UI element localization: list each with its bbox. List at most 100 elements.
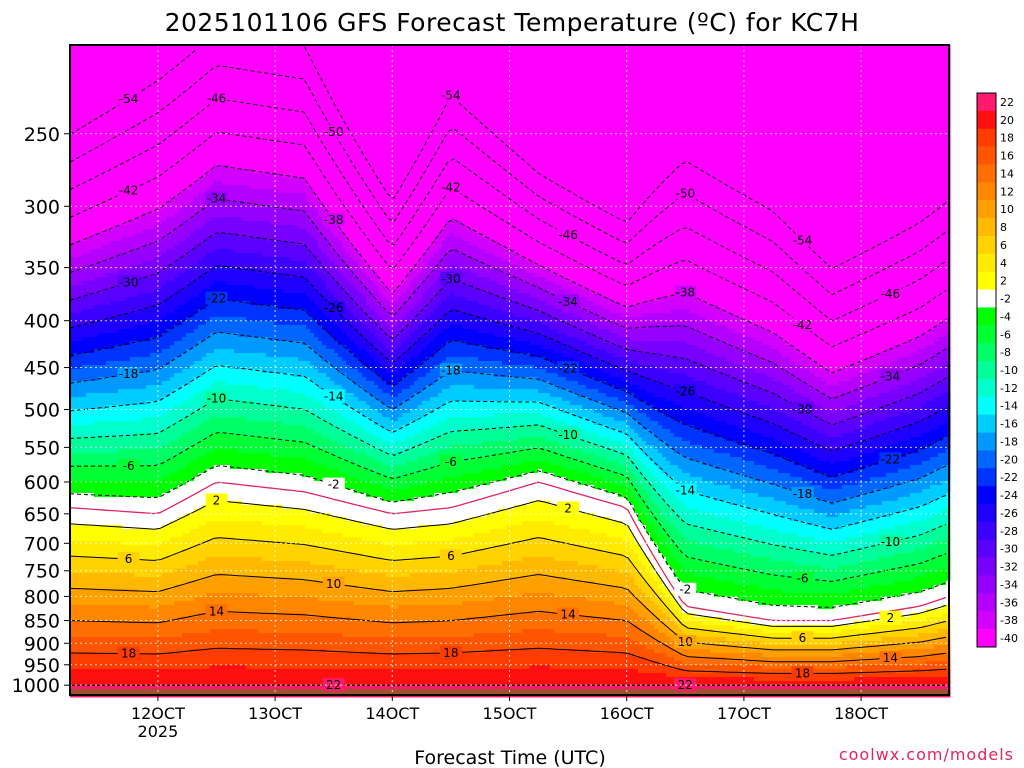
heatmap-cell bbox=[86, 337, 91, 342]
heatmap-cell bbox=[78, 537, 83, 542]
heatmap-cell bbox=[122, 297, 127, 302]
heatmap-cell bbox=[190, 321, 195, 326]
heatmap-cell bbox=[170, 221, 175, 226]
heatmap-cell bbox=[174, 441, 179, 446]
heatmap-cell bbox=[134, 609, 139, 614]
heatmap-cell bbox=[122, 637, 127, 642]
heatmap-cell bbox=[186, 97, 191, 102]
heatmap-cell bbox=[162, 185, 167, 190]
heatmap-cell bbox=[162, 345, 167, 350]
heatmap-cell bbox=[86, 225, 91, 230]
heatmap-cell bbox=[170, 497, 175, 502]
heatmap-cell bbox=[122, 633, 127, 638]
heatmap-cell bbox=[186, 229, 191, 234]
heatmap-cell bbox=[138, 205, 143, 210]
heatmap-cell bbox=[150, 325, 155, 330]
heatmap-cell bbox=[94, 169, 99, 174]
heatmap-cell bbox=[186, 389, 191, 394]
heatmap-cell bbox=[98, 453, 103, 458]
heatmap-cell bbox=[106, 145, 111, 150]
heatmap-cell bbox=[178, 589, 183, 594]
heatmap-cell bbox=[78, 625, 83, 630]
heatmap-cell bbox=[158, 345, 163, 350]
heatmap-cell bbox=[114, 233, 119, 238]
heatmap-cell bbox=[166, 309, 171, 314]
heatmap-cell bbox=[106, 249, 111, 254]
heatmap-cell bbox=[166, 165, 171, 170]
heatmap-cell bbox=[182, 233, 187, 238]
heatmap-cell bbox=[82, 205, 87, 210]
heatmap-cell bbox=[146, 221, 151, 226]
heatmap-cell bbox=[178, 305, 183, 310]
heatmap-cell bbox=[102, 657, 107, 662]
heatmap-cell bbox=[110, 477, 115, 482]
heatmap-cell bbox=[78, 121, 83, 126]
heatmap-cell bbox=[126, 69, 131, 74]
heatmap-cell bbox=[90, 97, 95, 102]
heatmap-cell bbox=[110, 333, 115, 338]
heatmap-cell bbox=[150, 209, 155, 214]
heatmap-cell bbox=[138, 109, 143, 114]
heatmap-cell bbox=[134, 597, 139, 602]
heatmap-cell bbox=[150, 609, 155, 614]
heatmap-cell bbox=[94, 393, 99, 398]
heatmap-cell bbox=[170, 209, 175, 214]
heatmap-cell bbox=[138, 477, 143, 482]
heatmap-cell bbox=[162, 313, 167, 318]
heatmap-cell bbox=[190, 289, 195, 294]
heatmap-cell bbox=[134, 337, 139, 342]
heatmap-cell bbox=[182, 393, 187, 398]
heatmap-cell bbox=[90, 217, 95, 222]
heatmap-cell bbox=[162, 113, 167, 118]
heatmap-cell bbox=[118, 521, 123, 526]
heatmap-cell bbox=[178, 309, 183, 314]
heatmap-cell bbox=[74, 69, 79, 74]
heatmap-cell bbox=[174, 213, 179, 218]
heatmap-cell bbox=[174, 401, 179, 406]
heatmap-cell bbox=[102, 57, 107, 62]
heatmap-cell bbox=[158, 257, 163, 262]
heatmap-cell bbox=[82, 581, 87, 586]
heatmap-cell bbox=[170, 461, 175, 466]
heatmap-cell bbox=[170, 657, 175, 662]
heatmap-cell bbox=[166, 633, 171, 638]
heatmap-cell bbox=[130, 637, 135, 642]
heatmap-cell bbox=[142, 313, 147, 318]
heatmap-cell bbox=[98, 77, 103, 82]
heatmap-cell bbox=[182, 537, 187, 542]
heatmap-cell bbox=[170, 89, 175, 94]
heatmap-cell bbox=[178, 213, 183, 218]
heatmap-cell bbox=[170, 157, 175, 162]
heatmap-cell bbox=[78, 433, 83, 438]
heatmap-cell bbox=[178, 349, 183, 354]
heatmap-cell bbox=[146, 353, 151, 358]
heatmap-cell bbox=[74, 625, 79, 630]
heatmap-cell bbox=[170, 349, 175, 354]
heatmap-cell bbox=[146, 161, 151, 166]
heatmap-cell bbox=[90, 353, 95, 358]
heatmap-cell bbox=[74, 237, 79, 242]
heatmap-cell bbox=[118, 573, 123, 578]
heatmap-cell bbox=[146, 477, 151, 482]
heatmap-cell bbox=[146, 613, 151, 618]
heatmap-cell bbox=[114, 505, 119, 510]
heatmap-cell bbox=[82, 185, 87, 190]
heatmap-cell bbox=[118, 609, 123, 614]
heatmap-cell bbox=[78, 589, 83, 594]
heatmap-cell bbox=[162, 165, 167, 170]
heatmap-cell bbox=[178, 545, 183, 550]
heatmap-cell bbox=[90, 105, 95, 110]
heatmap-cell bbox=[78, 477, 83, 482]
heatmap-cell bbox=[82, 429, 87, 434]
heatmap-cell bbox=[126, 597, 131, 602]
heatmap-cell bbox=[142, 361, 147, 366]
heatmap-cell bbox=[162, 341, 167, 346]
heatmap-cell bbox=[158, 233, 163, 238]
heatmap-cell bbox=[130, 173, 135, 178]
heatmap-cell bbox=[186, 533, 191, 538]
heatmap-cell bbox=[130, 293, 135, 298]
heatmap-cell bbox=[114, 565, 119, 570]
heatmap-cell bbox=[166, 69, 171, 74]
heatmap-cell bbox=[102, 429, 107, 434]
heatmap-cell bbox=[102, 437, 107, 442]
